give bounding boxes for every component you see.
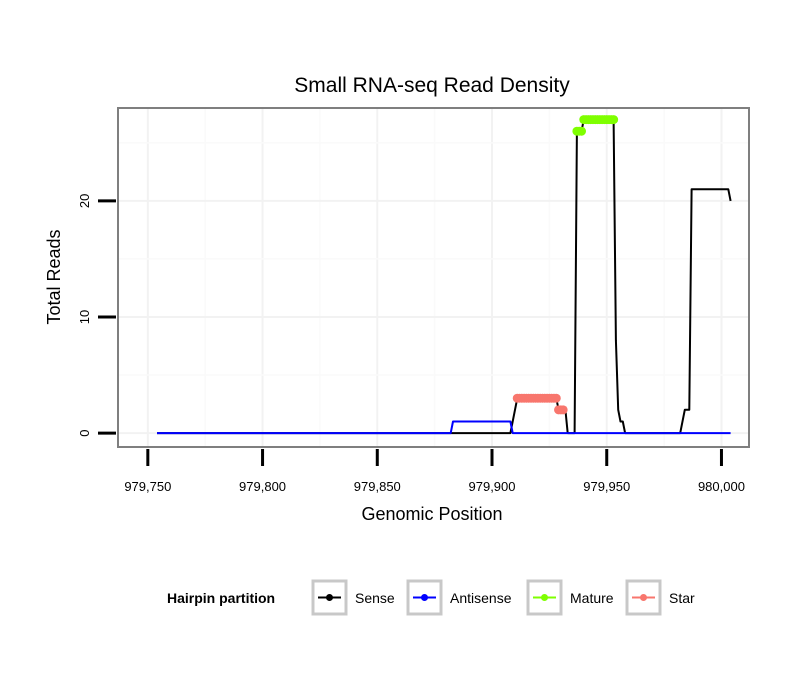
- x-axis: 979,750 979,800 979,850 979,900 979,950 980,0…: [124, 449, 745, 494]
- legend-label: Antisense: [450, 590, 512, 606]
- legend-label: Star: [669, 590, 695, 606]
- plot-panel: [118, 108, 749, 447]
- legend-label: Mature: [570, 590, 614, 606]
- legend-item-star: Star: [625, 579, 695, 616]
- legend-items: Sense Antisense Mature Star: [311, 579, 695, 616]
- series-antisense: [157, 420, 731, 435]
- chart-title: Small RNA-seq Read Density: [294, 74, 570, 97]
- legend: Hairpin partition Sense Antisense Mature St…: [167, 579, 695, 616]
- series-layer: [157, 115, 732, 435]
- data-point: [609, 115, 619, 125]
- x-tick-label: 979,900: [469, 479, 516, 494]
- legend-title: Hairpin partition: [167, 590, 275, 606]
- legend-item-mature: Mature: [526, 579, 614, 616]
- x-tick-label: 979,750: [124, 479, 171, 494]
- legend-label: Sense: [355, 590, 395, 606]
- legend-item-antisense: Antisense: [406, 579, 512, 616]
- grid-lines: [118, 108, 749, 447]
- y-axis-title: Total Reads: [44, 229, 64, 324]
- legend-key-dot: [640, 594, 647, 601]
- y-axis: 0 10 20: [77, 194, 116, 437]
- plot-border: [117, 107, 750, 448]
- legend-key-dot: [541, 594, 548, 601]
- series-mature: [572, 115, 619, 136]
- x-tick-label: 979,950: [583, 479, 630, 494]
- x-tick-label: 979,800: [239, 479, 286, 494]
- data-point: [551, 393, 561, 403]
- series-line-antisense: [157, 420, 731, 435]
- y-tick-label: 10: [77, 310, 92, 324]
- y-tick-label: 20: [77, 194, 92, 208]
- y-tick-label: 0: [77, 429, 92, 436]
- legend-item-sense: Sense: [311, 579, 395, 616]
- legend-key-dot: [421, 594, 428, 601]
- legend-key-dot: [326, 594, 333, 601]
- data-point: [576, 126, 586, 136]
- data-point: [558, 405, 568, 415]
- x-axis-title: Genomic Position: [361, 504, 502, 524]
- x-tick-label: 980,000: [698, 479, 745, 494]
- x-tick-label: 979,850: [354, 479, 401, 494]
- series-star: [512, 393, 568, 415]
